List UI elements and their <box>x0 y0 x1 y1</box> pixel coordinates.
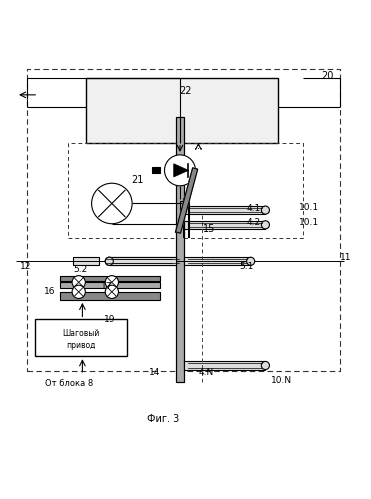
Bar <box>86 78 278 143</box>
Bar <box>35 319 127 356</box>
Text: 5.1: 5.1 <box>239 261 253 270</box>
Text: 14: 14 <box>148 368 160 377</box>
Bar <box>109 257 175 265</box>
Bar <box>175 117 184 382</box>
Bar <box>184 257 251 265</box>
Text: От блока 8: От блока 8 <box>45 379 93 388</box>
Text: Фиг. 3: Фиг. 3 <box>147 414 180 424</box>
Circle shape <box>72 285 85 298</box>
Bar <box>184 361 265 370</box>
Polygon shape <box>175 168 198 233</box>
Text: 4.1: 4.1 <box>246 204 261 213</box>
Circle shape <box>105 275 118 289</box>
Text: 21: 21 <box>131 175 144 185</box>
Bar <box>60 281 160 288</box>
Bar <box>184 206 265 214</box>
Text: Шаговый: Шаговый <box>62 329 99 338</box>
Circle shape <box>164 155 196 186</box>
Text: ...: ... <box>194 141 203 151</box>
Text: 10.1: 10.1 <box>299 219 319 228</box>
Text: 22: 22 <box>179 86 192 96</box>
Bar <box>184 221 265 229</box>
Circle shape <box>72 275 85 289</box>
Text: 11: 11 <box>340 253 351 262</box>
Text: 10.N: 10.N <box>271 376 292 385</box>
Text: 15: 15 <box>203 224 216 234</box>
Circle shape <box>105 257 113 265</box>
Bar <box>152 167 161 173</box>
Text: 17: 17 <box>101 282 112 291</box>
Bar <box>175 117 184 382</box>
Text: 10.1: 10.1 <box>299 203 319 212</box>
Text: 5.2: 5.2 <box>73 265 88 274</box>
Circle shape <box>105 285 118 298</box>
Circle shape <box>247 257 255 265</box>
Text: 19: 19 <box>104 315 116 324</box>
Text: 12: 12 <box>20 261 31 270</box>
Circle shape <box>261 206 269 214</box>
Polygon shape <box>174 164 188 177</box>
Text: 20: 20 <box>321 71 334 81</box>
Bar <box>109 257 175 265</box>
Circle shape <box>92 183 132 224</box>
Bar <box>60 292 160 300</box>
Bar <box>60 276 160 281</box>
Circle shape <box>261 361 269 370</box>
Bar <box>73 257 99 265</box>
Circle shape <box>105 257 113 265</box>
Text: привод: привод <box>66 341 95 350</box>
Circle shape <box>261 221 269 229</box>
Text: 16: 16 <box>43 286 55 295</box>
Text: 4.N: 4.N <box>198 368 213 377</box>
Text: 4.2: 4.2 <box>247 219 261 228</box>
